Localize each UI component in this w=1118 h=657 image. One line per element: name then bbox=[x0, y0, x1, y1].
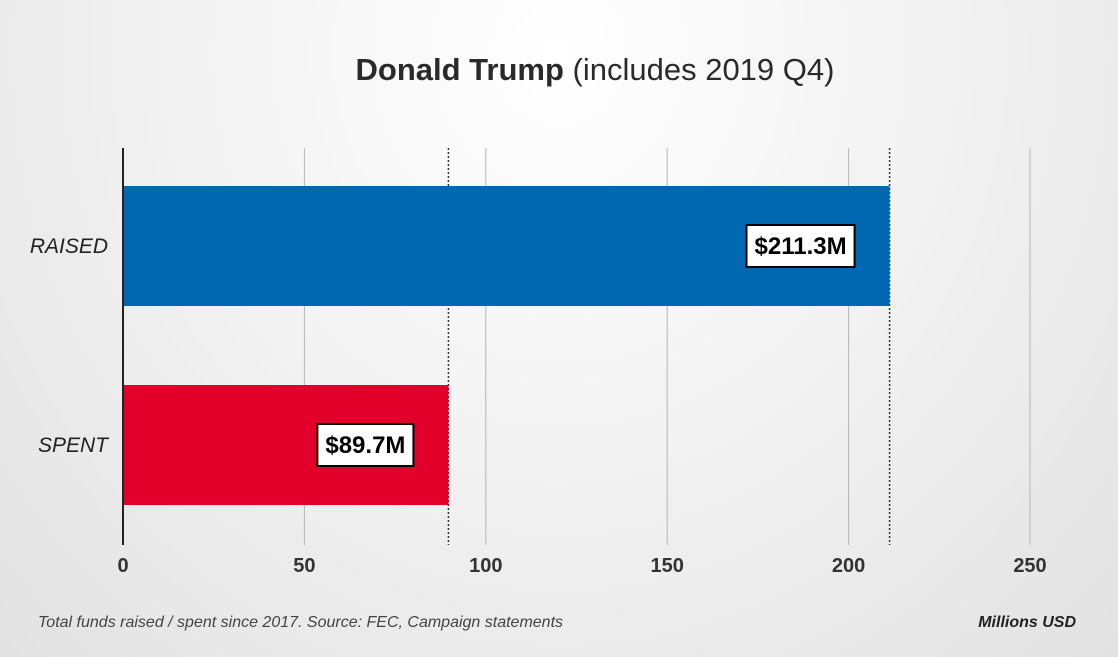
source-footnote: Total funds raised / spent since 2017. S… bbox=[38, 614, 564, 631]
chart-title: Donald Trump (includes 2019 Q4) bbox=[0, 52, 1118, 88]
x-tick-label-200: 200 bbox=[832, 555, 865, 577]
value-label-raised: $211.3M bbox=[755, 233, 847, 260]
category-label-spent: SPENT bbox=[38, 434, 110, 457]
x-tick-label-100: 100 bbox=[469, 555, 502, 577]
value-label-spent: $89.7M bbox=[325, 432, 405, 459]
chart-title-rest: (includes 2019 Q4) bbox=[572, 52, 835, 87]
x-tick-label-0: 0 bbox=[117, 555, 128, 577]
x-tick-label-50: 50 bbox=[293, 555, 315, 577]
category-label-raised: RAISED bbox=[30, 235, 108, 258]
value-label-box-spent bbox=[316, 423, 415, 467]
value-label-box-raised bbox=[745, 224, 856, 268]
x-tick-label-150: 150 bbox=[651, 555, 684, 577]
x-axis-units-label: Millions USD bbox=[978, 614, 1076, 631]
x-tick-label-250: 250 bbox=[1013, 555, 1046, 577]
chart-title-bold: Donald Trump bbox=[355, 52, 564, 87]
